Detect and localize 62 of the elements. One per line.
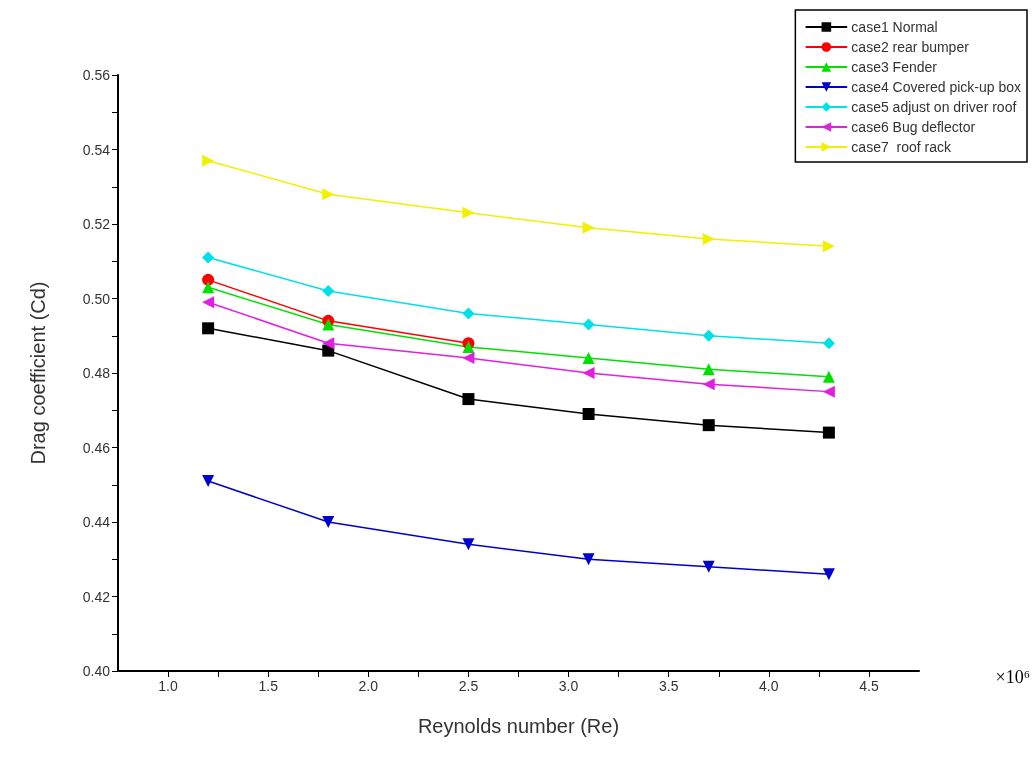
y-tick-label: 0.54: [82, 141, 111, 158]
legend-label: case6 Bug deflector: [851, 119, 976, 135]
legend-label: case1 Normal: [851, 19, 938, 35]
x-tick-label: 2.5: [458, 678, 479, 694]
point: [202, 273, 215, 286]
point: [202, 281, 215, 294]
point: [462, 538, 475, 551]
point: [202, 296, 215, 309]
point: [702, 363, 715, 376]
point: [582, 553, 595, 566]
text: ×10⁶: [995, 667, 1031, 687]
y-tick-label: 0.44: [82, 514, 111, 530]
point: [462, 393, 475, 406]
x-tick-label: 4.0: [759, 678, 779, 694]
point: [702, 232, 715, 245]
legend-label: case5 adjust on driver roof: [851, 99, 1017, 115]
point: [322, 337, 335, 350]
point: [322, 285, 335, 298]
point: [702, 419, 715, 432]
y-tick-label: 0.46: [82, 439, 111, 456]
x-axis-title: Reynolds number (Re): [417, 715, 620, 737]
point: [582, 221, 595, 234]
x-tick-label: 1.5: [258, 678, 279, 694]
point: [702, 560, 715, 573]
point: [822, 240, 835, 253]
x-tick-label: 4.5: [859, 678, 879, 694]
point: [462, 206, 475, 219]
x-tick-label: 3.0: [558, 678, 579, 694]
x-tick-label: 2.0: [358, 678, 379, 694]
legend-label: case4 Covered pick-up box: [851, 79, 1022, 95]
y-tick-label: 0.50: [82, 290, 111, 307]
y-tick-label: 0.52: [82, 216, 111, 232]
x-tick-label: 3.5: [658, 678, 679, 694]
y-tick-label: 0.56: [82, 67, 111, 83]
point: [822, 426, 835, 439]
point: [822, 568, 835, 581]
point: [322, 188, 335, 201]
point: [702, 329, 715, 342]
point: [582, 367, 595, 379]
point: [202, 475, 215, 488]
point: [322, 318, 335, 331]
legend-label: case7 roof rack: [851, 139, 952, 155]
point: [202, 251, 215, 264]
legend-label: case2 rear bumper: [851, 39, 970, 55]
point: [582, 407, 595, 420]
point: [462, 307, 475, 320]
point: [702, 378, 715, 391]
point: [582, 352, 595, 365]
x-tick-label: 1.0: [158, 678, 178, 694]
point: [202, 154, 215, 167]
point: [462, 352, 475, 365]
legend-label: case3 Fender: [851, 59, 938, 75]
y-tick-label: 0.40: [82, 663, 111, 679]
y-tick-label: 0.42: [82, 588, 111, 605]
point: [582, 318, 595, 331]
point: [822, 370, 835, 383]
point: [322, 516, 335, 528]
y-tick-label: 0.48: [82, 365, 111, 381]
y-axis-title: Drag coefficient (Cd): [27, 281, 49, 465]
point: [202, 322, 215, 335]
point: [822, 385, 835, 398]
point: [822, 337, 835, 350]
